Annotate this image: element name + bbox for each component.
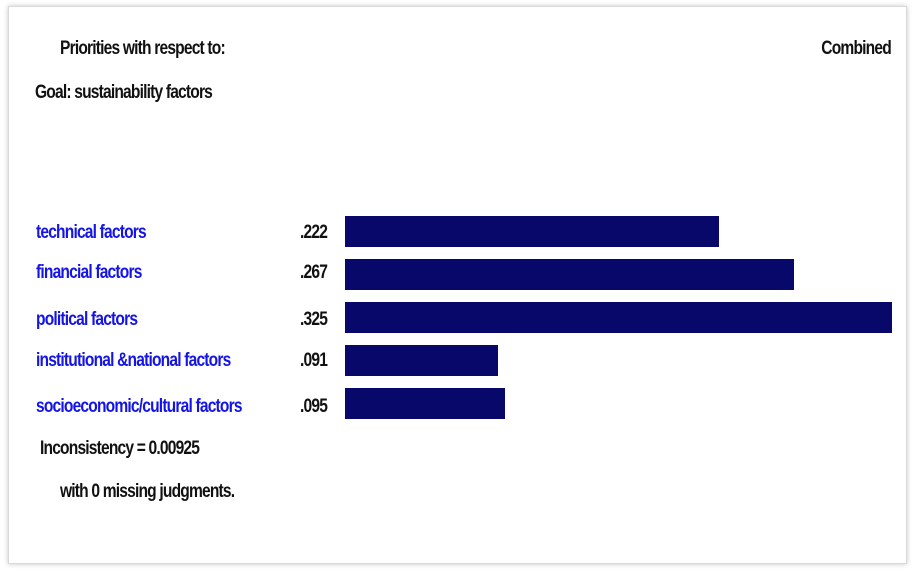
factor-value-institutional: .091 xyxy=(300,350,328,371)
factor-label-technical[interactable]: technical factors xyxy=(36,222,147,243)
inconsistency-text: Inconsistency = 0.00925 xyxy=(40,438,200,459)
combined-label: Combined xyxy=(821,38,891,59)
factor-value-socioeconomic: .095 xyxy=(300,396,328,417)
priority-bar-technical[interactable] xyxy=(345,216,719,247)
priority-bar-institutional[interactable] xyxy=(345,345,499,376)
factor-label-political[interactable]: political factors xyxy=(36,309,138,330)
priority-bar-political[interactable] xyxy=(345,302,892,333)
factor-label-institutional[interactable]: institutional &national factors xyxy=(36,350,231,371)
factor-value-technical: .222 xyxy=(300,222,328,243)
factor-label-financial[interactable]: financial factors xyxy=(36,262,142,283)
factor-value-financial: .267 xyxy=(300,262,328,283)
priority-bar-socioeconomic[interactable] xyxy=(345,388,505,419)
priorities-heading: Priorities with respect to: xyxy=(60,38,226,59)
priority-bar-financial[interactable] xyxy=(345,259,795,290)
missing-judgments-text: with 0 missing judgments. xyxy=(60,481,235,502)
factor-label-socioeconomic[interactable]: socioeconomic/cultural factors xyxy=(36,396,243,417)
factor-value-political: .325 xyxy=(300,309,328,330)
goal-label: Goal: sustainability factors xyxy=(35,82,213,103)
